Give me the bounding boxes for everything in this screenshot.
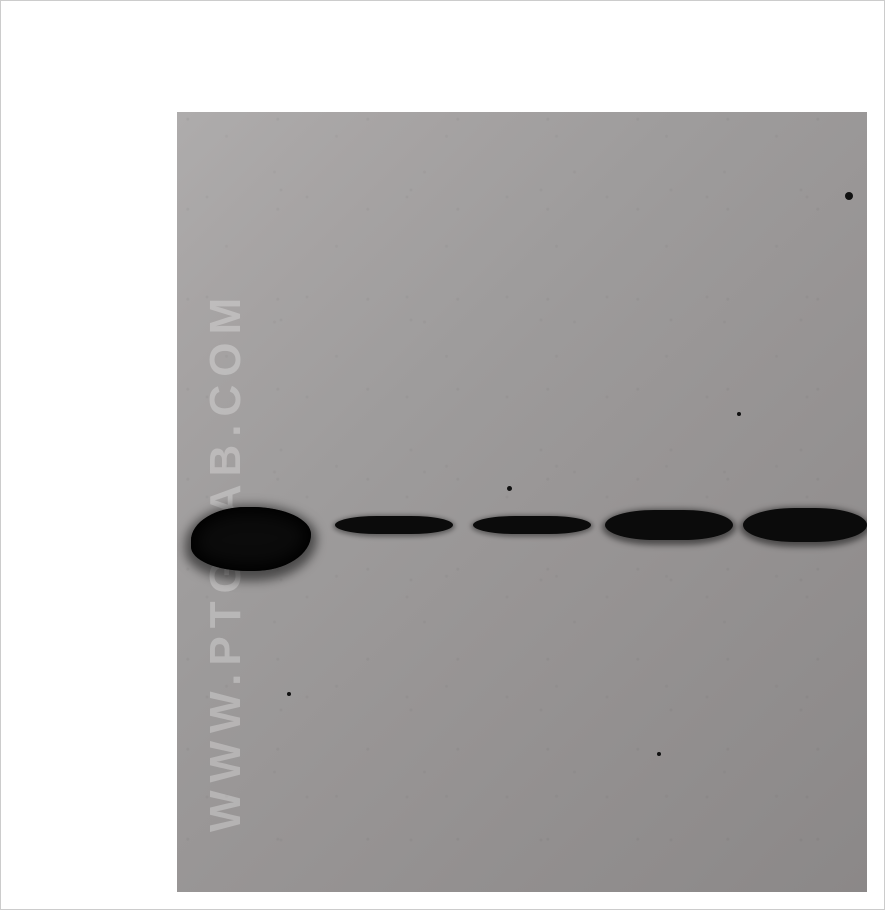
band-nih3t3 [335,516,453,534]
mw-marker-column: 150 kDa→ 100 kDa→ 70 kDa→ 50 kDa→ 40 kDa… [1,1,176,909]
speck-1 [845,192,853,200]
speck-5 [657,752,661,756]
western-blot-figure: U-251 NIH/3T3 4T1 ROS1728 HSC-T6 150 kDa… [0,0,885,910]
blot-noise-overlay [177,112,867,892]
band-ros1728 [605,510,733,540]
speck-2 [507,486,512,491]
speck-3 [737,412,741,416]
band-hsct6 [743,508,867,542]
speck-4 [287,692,291,696]
band-4t1 [473,516,591,534]
blot-membrane: WWW.PTGLAB.COM [177,112,867,892]
